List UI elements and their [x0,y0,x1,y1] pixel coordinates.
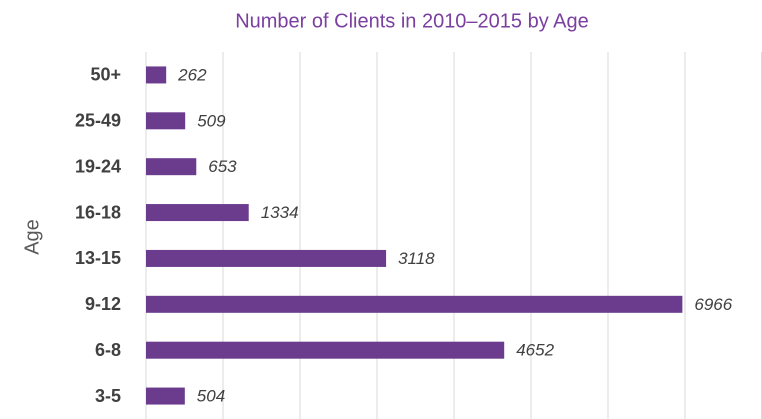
y-tick-label: 25-49 [75,111,121,131]
bar [146,295,683,313]
y-tick-label: 6-8 [95,340,121,360]
bar [146,204,249,222]
bar [146,66,167,84]
y-tick-label: 3-5 [95,386,121,406]
y-tick-label: 19-24 [75,156,121,176]
bar [146,249,387,267]
value-label: 653 [208,157,237,176]
y-tick-label: 9-12 [85,294,121,314]
bar [146,158,197,176]
bar [146,112,186,130]
value-label: 3118 [398,249,435,268]
y-tick-label: 50+ [90,65,121,85]
value-label: 509 [197,111,226,130]
chart-title: Number of Clients in 2010–2015 by Age [235,10,589,32]
y-tick-label: 16-18 [75,202,121,222]
bar [146,387,185,405]
value-label: 504 [197,387,225,406]
value-label: 1334 [261,203,299,222]
y-tick-label: 13-15 [75,248,121,268]
value-label: 4652 [516,341,554,360]
value-label: 262 [177,65,207,84]
y-axis-label: Age [21,219,43,255]
value-label: 6966 [694,295,732,314]
bar [146,341,505,359]
